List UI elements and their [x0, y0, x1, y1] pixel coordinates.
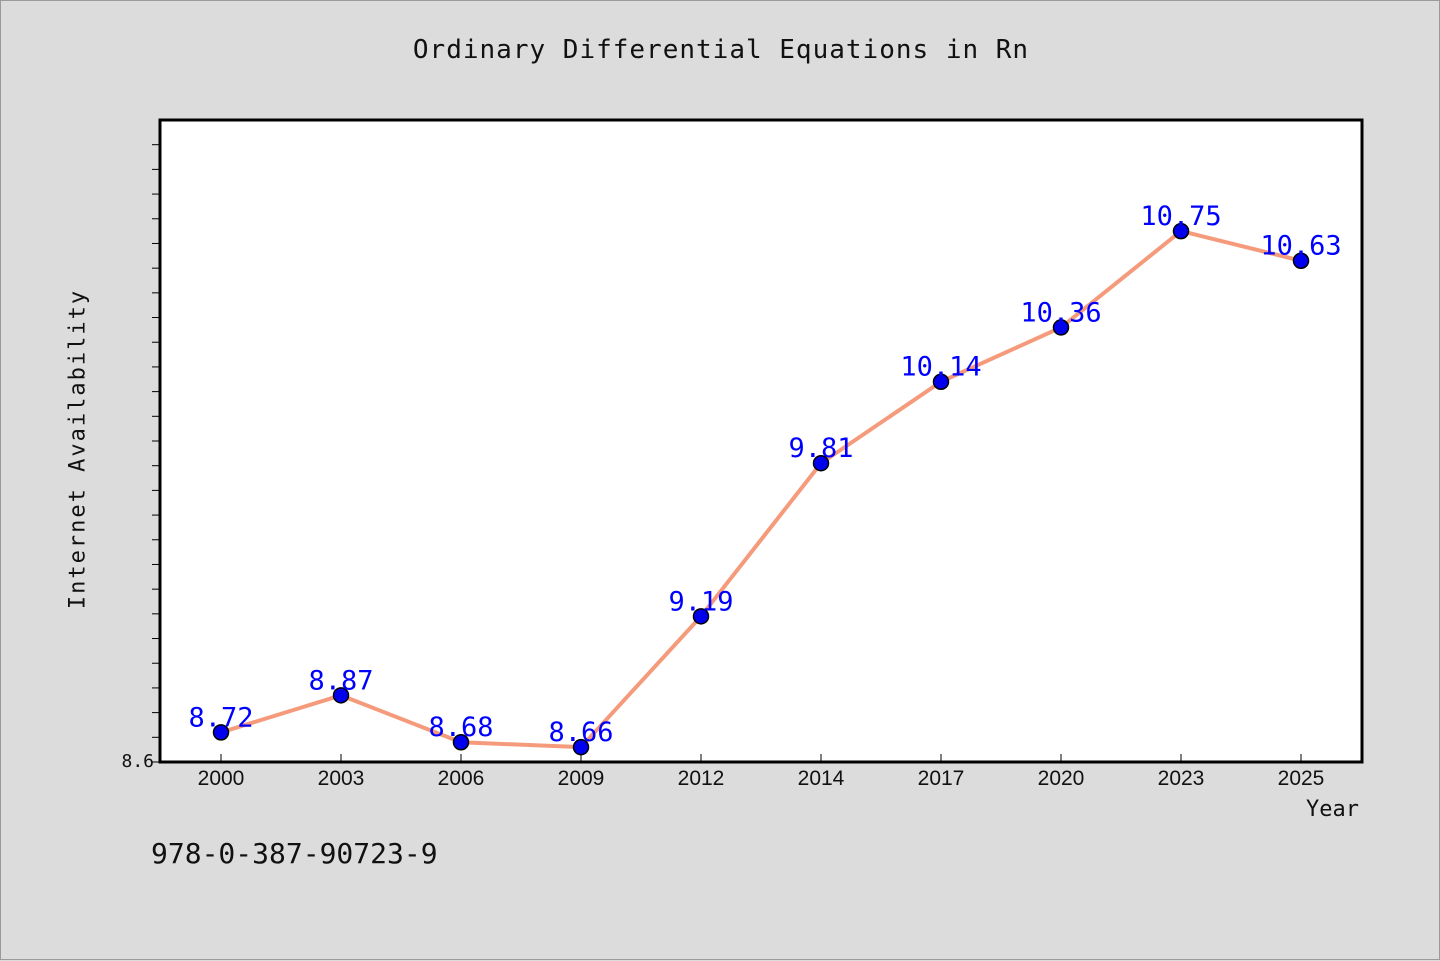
data-label: 10.36 — [1020, 297, 1101, 328]
data-point — [452, 733, 470, 751]
x-tick-label: 2003 — [318, 767, 365, 790]
data-point — [212, 724, 230, 741]
x-tick-label: 2000 — [198, 767, 245, 790]
data-point — [692, 608, 710, 625]
data-label: 8.66 — [548, 717, 613, 748]
series-line — [220, 229, 1302, 750]
data-label: 8.72 — [188, 702, 253, 733]
y-tick-label: 8.6 — [121, 751, 154, 772]
x-tick-label: 2025 — [1278, 767, 1325, 790]
data-label: 10.14 — [900, 352, 981, 383]
x-tick-label: 2023 — [1158, 767, 1205, 790]
data-label: 9.19 — [668, 586, 733, 617]
x-tick-label: 2014 — [798, 767, 845, 790]
x-tick-label: 2009 — [558, 767, 605, 790]
chart-title: Ordinary Differential Equations in Rn — [412, 35, 1030, 65]
data-label: 9.81 — [788, 433, 853, 464]
x-tick-label: 2012 — [678, 767, 725, 790]
data-point — [812, 454, 830, 472]
data-point — [932, 373, 950, 390]
data-label: 10.63 — [1260, 231, 1341, 262]
data-point — [572, 738, 590, 756]
x-axis-label: Year — [1306, 797, 1359, 822]
x-tick-label: 2006 — [438, 767, 485, 790]
data-label: 10.75 — [1140, 201, 1221, 232]
x-tick-label: 2017 — [918, 767, 965, 790]
data-point — [332, 687, 350, 704]
y-axis-label: Internet Availability — [65, 288, 91, 610]
data-point — [1052, 319, 1070, 336]
x-tick-label: 2020 — [1038, 767, 1085, 790]
data-label: 8.68 — [428, 712, 493, 743]
plot-area — [158, 118, 1364, 764]
data-label: 8.87 — [308, 665, 373, 696]
data-point — [1172, 222, 1190, 240]
data-point — [1292, 252, 1310, 269]
footer-isbn: 978-0-387-90723-9 — [151, 837, 438, 870]
